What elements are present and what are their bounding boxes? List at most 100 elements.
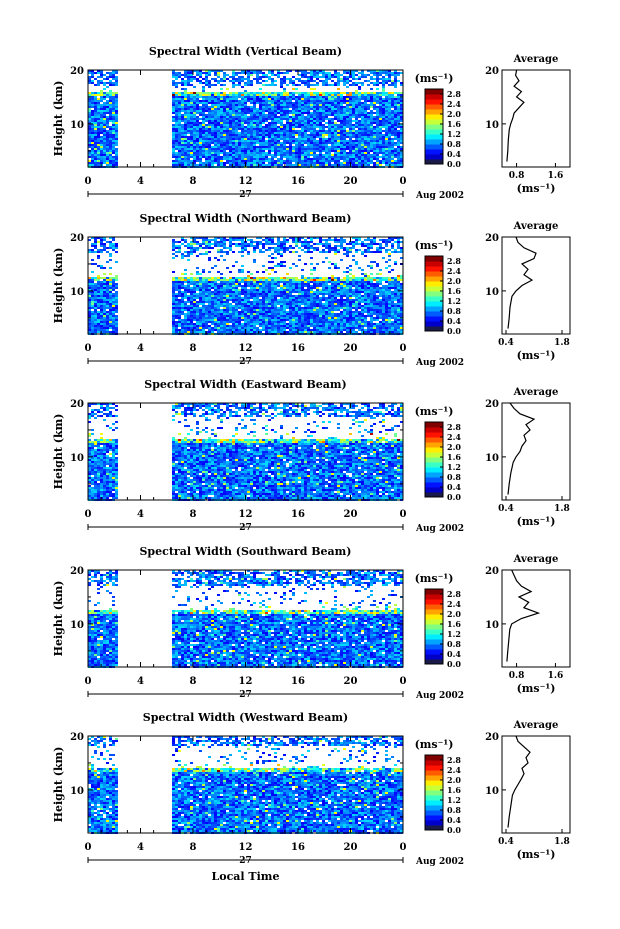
heatmap-cell [88, 116, 91, 118]
heatmap-cell [394, 72, 397, 74]
heatmap-cell [268, 78, 271, 80]
heatmap-cell [199, 140, 202, 142]
heatmap-cell [175, 118, 178, 120]
heatmap-cell [97, 146, 100, 148]
heatmap-cell [226, 74, 229, 76]
heatmap-cell [319, 160, 322, 162]
heatmap-cell [220, 162, 223, 164]
heatmap-cell [379, 94, 382, 96]
heatmap-cell [304, 70, 307, 72]
heatmap-cell [370, 82, 373, 84]
heatmap-cell [382, 146, 385, 148]
heatmap-cell [250, 144, 253, 146]
heatmap-cell [358, 88, 361, 90]
heatmap-cell [400, 84, 403, 86]
heatmap-cell [109, 100, 112, 102]
heatmap-cell [235, 114, 238, 116]
heatmap-cell [277, 150, 280, 152]
heatmap-cell [109, 277, 112, 279]
heatmap-cell [346, 152, 349, 154]
heatmap-cell [214, 329, 217, 331]
heatmap-cell [244, 293, 247, 295]
heatmap-cell [286, 120, 289, 122]
heatmap-cell [193, 140, 196, 142]
heatmap-cell [91, 112, 94, 114]
heatmap-cell [94, 162, 97, 164]
heatmap-cell [340, 114, 343, 116]
heatmap-cell [172, 293, 175, 295]
heatmap-cell [304, 162, 307, 164]
heatmap-cell [280, 144, 283, 146]
heatmap-cell [373, 138, 376, 140]
heatmap-cell [319, 80, 322, 82]
heatmap-cell [313, 122, 316, 124]
heatmap-cell [205, 128, 208, 130]
heatmap-cell [226, 130, 229, 132]
heatmap-cell [322, 134, 325, 136]
heatmap-cell [220, 140, 223, 142]
heatmap-cell [394, 102, 397, 104]
heatmap-cell [367, 124, 370, 126]
heatmap-cell [208, 110, 211, 112]
heatmap-cell [115, 98, 118, 100]
heatmap-cell [106, 146, 109, 148]
colorbar-segment [425, 119, 443, 125]
heatmap-cell [274, 116, 277, 118]
heatmap-cell [250, 120, 253, 122]
heatmap-cell [232, 148, 235, 150]
heatmap-cell [202, 114, 205, 116]
heatmap-cell [280, 94, 283, 96]
heatmap-cell [310, 150, 313, 152]
heatmap-cell [361, 82, 364, 84]
heatmap-cell [340, 78, 343, 80]
heatmap-cell [355, 112, 358, 114]
heatmap-cell [190, 156, 193, 158]
heatmap-cell [193, 136, 196, 138]
heatmap-cell [208, 325, 211, 327]
heatmap-cell [358, 154, 361, 156]
heatmap-cell [337, 102, 340, 104]
heatmap-cell [208, 303, 211, 305]
heatmap-cell [313, 160, 316, 162]
heatmap-cell [262, 118, 265, 120]
heatmap-cell [328, 148, 331, 150]
heatmap-cell [286, 70, 289, 72]
heatmap-cell [304, 160, 307, 162]
heatmap-cell [196, 126, 199, 128]
heatmap-cell [187, 156, 190, 158]
heatmap-cell [205, 313, 208, 315]
heatmap-cell [88, 160, 91, 162]
heatmap-cell [205, 118, 208, 120]
heatmap-cell [241, 136, 244, 138]
heatmap-cell [178, 146, 181, 148]
heatmap-cell [91, 297, 94, 299]
heatmap-cell [220, 94, 223, 96]
heatmap-cell [220, 92, 223, 94]
heatmap-cell [355, 150, 358, 152]
heatmap-cell [184, 80, 187, 82]
heatmap-cell [391, 144, 394, 146]
heatmap-cell [292, 142, 295, 144]
heatmap-cell [277, 164, 280, 166]
heatmap-cell [100, 128, 103, 130]
heatmap-cell [112, 82, 115, 84]
heatmap-cell [289, 148, 292, 150]
heatmap-cell [298, 122, 301, 124]
heatmap-cell [271, 138, 274, 140]
heatmap-cell [400, 146, 403, 148]
heatmap-cell [367, 128, 370, 130]
heatmap-cell [103, 160, 106, 162]
heatmap-cell [343, 146, 346, 148]
heatmap-cell [304, 142, 307, 144]
heatmap-cell [241, 319, 244, 321]
heatmap-cell [283, 98, 286, 100]
heatmap-cell [220, 285, 223, 287]
heatmap-cell [322, 96, 325, 98]
heatmap-cell [103, 281, 106, 283]
heatmap-cell [268, 124, 271, 126]
heatmap-cell [100, 303, 103, 305]
heatmap-cell [253, 136, 256, 138]
heatmap-cell [115, 325, 118, 327]
heatmap-cell [247, 130, 250, 132]
heatmap-cell [343, 160, 346, 162]
